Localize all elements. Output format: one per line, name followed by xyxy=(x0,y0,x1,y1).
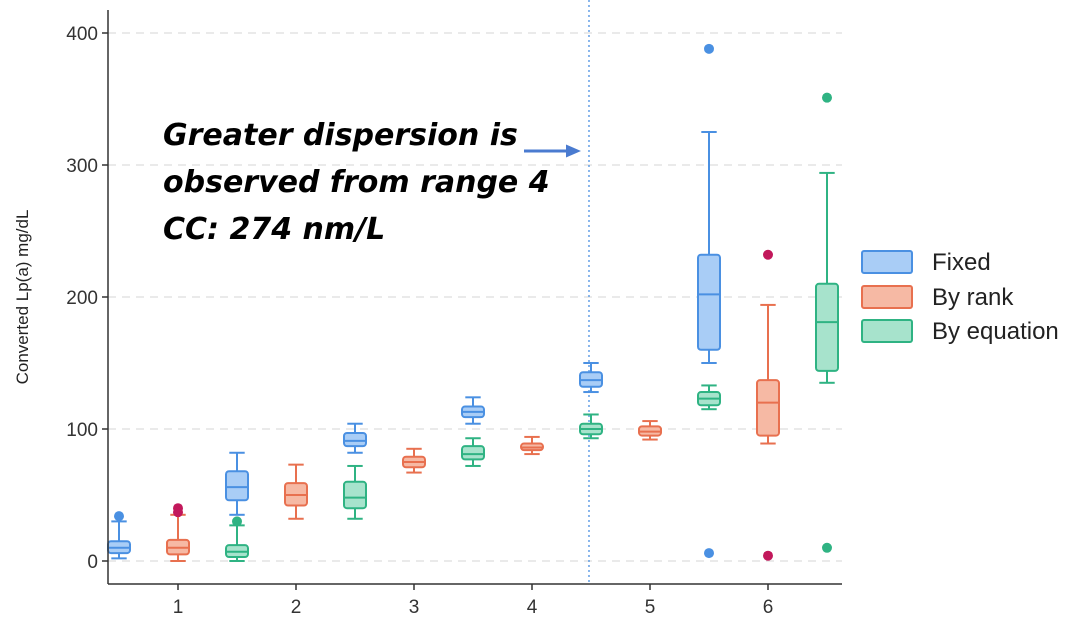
box-by-equation-5 xyxy=(697,384,721,411)
box-by-rank-3 xyxy=(402,447,426,474)
outlier-point xyxy=(232,516,242,527)
annotation-line-2: observed from range 4 xyxy=(163,165,550,200)
box-fixed-2 xyxy=(225,451,249,516)
outlier-point xyxy=(763,550,773,561)
grid-lines xyxy=(108,32,842,562)
annotation-line-3: CC: 274 nm/L xyxy=(163,212,385,247)
box-fixed-1 xyxy=(107,511,131,560)
annotation: Greater dispersion is observed from range… xyxy=(163,118,581,247)
box-by-equation-3 xyxy=(461,437,485,467)
box-by-equation-1 xyxy=(225,516,249,562)
x-tick-label-2: 2 xyxy=(291,597,302,618)
box-by-rank-4 xyxy=(520,435,544,456)
series-by-rank xyxy=(166,249,780,562)
box-by-rank-5 xyxy=(638,420,662,441)
box-iqr xyxy=(225,470,249,502)
legend-swatch xyxy=(861,285,913,309)
box-by-equation-2 xyxy=(343,464,367,520)
box-fixed-3 xyxy=(343,422,367,454)
y-tick-label-300: 300 xyxy=(66,156,98,177)
box-fixed-6 xyxy=(697,43,721,559)
legend-label: By rank xyxy=(932,284,1014,311)
x-tick-label-3: 3 xyxy=(409,597,420,618)
legend-label: By equation xyxy=(932,318,1059,345)
legend-item-fixed: Fixed xyxy=(861,249,991,276)
outlier-point xyxy=(704,548,714,559)
annotation-arrow-head xyxy=(566,144,581,158)
x-tick-label-4: 4 xyxy=(527,597,538,618)
box-iqr xyxy=(343,480,367,510)
y-axis-title: Converted Lp(a) mg/dL xyxy=(13,210,32,385)
box-by-equation-4 xyxy=(579,413,603,440)
legend-label: Fixed xyxy=(932,249,991,276)
x-tick-label-6: 6 xyxy=(763,597,774,618)
outlier-point xyxy=(763,249,773,260)
outlier-point xyxy=(704,43,714,54)
box-iqr xyxy=(815,282,839,372)
legend-item-by-equation: By equation xyxy=(861,318,1059,345)
box-fixed-4 xyxy=(461,396,485,425)
legend: Fixed By rank By equation xyxy=(861,249,1059,345)
box-iqr xyxy=(697,253,721,351)
box-by-rank-6 xyxy=(756,249,780,561)
outlier-point xyxy=(114,511,124,522)
x-tick-label-5: 5 xyxy=(645,597,656,618)
outlier-point xyxy=(822,542,832,553)
y-tick-label-400: 400 xyxy=(66,24,98,45)
legend-item-by-rank: By rank xyxy=(861,284,1014,311)
series-by-equation xyxy=(225,92,839,562)
series-fixed xyxy=(107,43,721,560)
plot-area xyxy=(107,0,839,584)
annotation-line-1: Greater dispersion is xyxy=(163,118,518,153)
legend-swatch xyxy=(861,250,913,274)
outlier-point xyxy=(822,92,832,103)
y-tick-label-100: 100 xyxy=(66,420,98,441)
y-tick-label-0: 0 xyxy=(87,552,98,573)
box-iqr xyxy=(343,431,367,448)
y-tick-label-200: 200 xyxy=(66,288,98,309)
box-fixed-5 xyxy=(579,362,603,394)
box-by-equation-6 xyxy=(815,92,839,553)
legend-swatch xyxy=(861,319,913,343)
x-tick-labels: 1 2 3 4 5 6 xyxy=(173,584,774,618)
y-tick-labels: 0 100 200 300 400 xyxy=(66,24,108,573)
x-tick-label-1: 1 xyxy=(173,597,184,618)
box-by-rank-2 xyxy=(284,463,308,520)
box-by-rank-1 xyxy=(166,503,190,562)
box-iqr xyxy=(461,445,485,461)
outlier-point xyxy=(173,503,183,514)
box-iqr xyxy=(756,379,780,437)
